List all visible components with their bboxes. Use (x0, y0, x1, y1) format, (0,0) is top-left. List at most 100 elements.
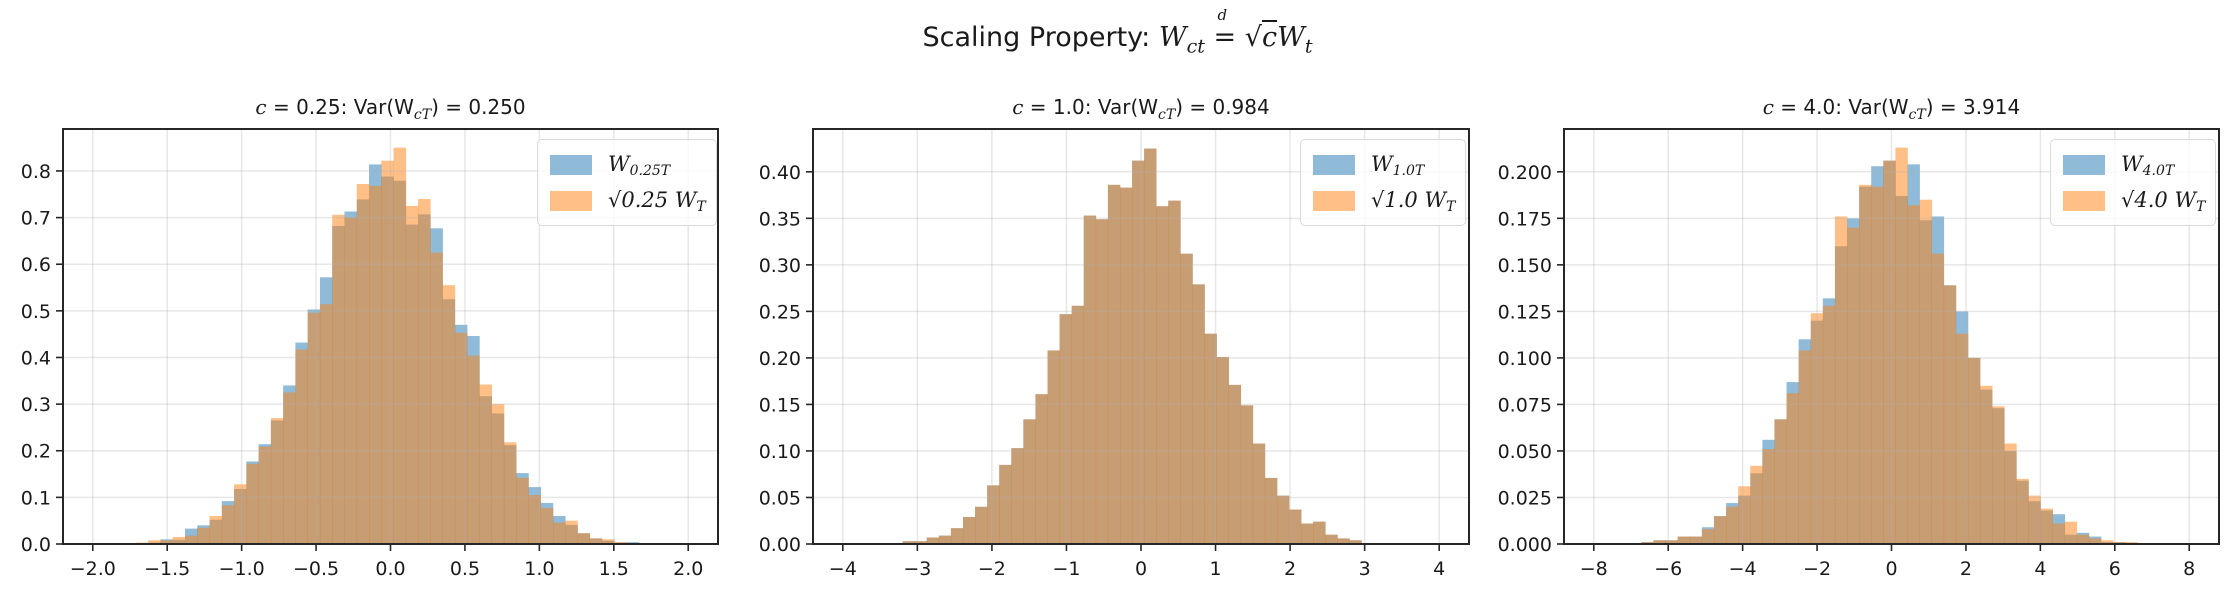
histogram-bar (602, 539, 615, 544)
x-tick-label: 1.5 (599, 558, 629, 580)
histogram-bar (442, 285, 456, 544)
legend-swatch-blue (2063, 155, 2105, 175)
histogram-bar (1204, 333, 1217, 544)
histogram-bar (1240, 405, 1254, 544)
histogram-bar (1047, 350, 1060, 544)
y-tick-label: 0.0 (21, 534, 51, 556)
y-tick-label: 0.15 (759, 394, 801, 416)
y-tick-label: 0.025 (1498, 487, 1552, 509)
x-tick-label: 2 (1960, 558, 1972, 580)
x-tick-label: 1.0 (524, 558, 554, 580)
histogram-bar (2040, 508, 2053, 544)
legend-label: √4.0 WT (2121, 187, 2206, 215)
y-tick-label: 0.175 (1498, 208, 1552, 230)
histogram-bar (1834, 216, 1848, 544)
x-tick-label: −6 (1654, 558, 1682, 580)
histogram-bar (209, 516, 223, 544)
panel-3-axes: −8 −6 −4 −2 0 2 4 6 8 0.000 0.025 0.050 0.075 0.100 0.… (1498, 128, 2220, 580)
histogram-bar (1822, 305, 1836, 544)
histogram-bar (1059, 314, 1072, 544)
histogram-bar (552, 522, 566, 544)
panel-2-legend: W1.0T √1.0 WT (1300, 139, 1467, 226)
figure-suptitle: Scaling Property: Wct d = √cWt (0, 6, 2235, 57)
panel-3-var-label: : Var(W (1835, 95, 1909, 119)
histogram-bar (1192, 284, 1205, 544)
histogram-bar (1713, 516, 1727, 544)
x-tick-label: −0.5 (293, 558, 339, 580)
y-tick-label: 0.5 (21, 301, 51, 323)
y-tick-label: 0.10 (759, 441, 801, 463)
histogram-bar (418, 198, 431, 544)
panel-1-c-value: = 0.25 (266, 95, 341, 119)
histogram-bar (197, 527, 210, 544)
y-tick-label: 0.40 (759, 162, 801, 184)
y-tick-label: 0.200 (1498, 162, 1552, 184)
y-tick-label: 0.20 (759, 348, 801, 370)
y-tick-label: 0.7 (21, 208, 51, 230)
histogram-bar (950, 528, 964, 544)
histogram-bar (1774, 419, 1787, 544)
histogram-bar (1264, 477, 1278, 544)
y-tick-label: 0.05 (759, 487, 801, 509)
panel-2-title: c = 1.0: Var(WcT) = 0.984 (1012, 95, 1270, 123)
histogram-bar (503, 442, 517, 544)
x-tick-label: −8 (1580, 558, 1608, 580)
histogram-bar (1955, 333, 1969, 544)
histogram-bar (393, 147, 407, 545)
histogram-bar (540, 508, 554, 544)
x-tick-label: 4 (2034, 558, 2046, 580)
histogram-bar (1095, 219, 1109, 544)
histogram-bar (926, 537, 940, 544)
legend-entry-scaled: √4.0 WT (2063, 183, 2205, 219)
histogram-bar (962, 517, 976, 544)
x-tick-label: −1.5 (144, 558, 190, 580)
panel-3-var-sub: cT (1908, 107, 1926, 123)
histogram-bar (1289, 509, 1302, 544)
x-tick-label: 2.0 (673, 558, 703, 580)
histogram-bar (1738, 486, 1751, 544)
panel-1-title: c = 0.25: Var(WcT) = 0.250 (255, 95, 526, 123)
x-tick-label: 0 (1885, 558, 1897, 580)
histogram-bar (148, 540, 161, 544)
histogram-bar (1919, 199, 1932, 545)
histogram-bar (1035, 394, 1048, 544)
histogram-bar (2028, 495, 2041, 544)
histogram-bar (2016, 478, 2029, 544)
panel-2-axes: −4 −3 −2 −1 0 1 2 3 4 0.00 0.05 0.10 0.15 0.20 0.25 0.3… (759, 128, 1470, 580)
histogram-bar (1895, 147, 1908, 544)
histogram-bar (172, 537, 186, 544)
histogram-bar (1992, 406, 2005, 544)
panel-3-legend: W4.0T √4.0 WT (2050, 139, 2217, 226)
histogram-bar (902, 541, 915, 544)
histogram-bar (1810, 313, 1824, 544)
histogram-bar (307, 312, 321, 544)
histogram-bar (1798, 350, 1812, 544)
y-tick-label: 0.00 (759, 534, 801, 556)
histogram-bar (270, 418, 284, 544)
y-tick-label: 0.075 (1498, 394, 1552, 416)
histogram-bar (1180, 253, 1193, 544)
histogram-bar (1943, 285, 1957, 544)
histogram-bar (1156, 206, 1169, 544)
histogram-bar (356, 184, 370, 545)
histogram-bar (2004, 443, 2017, 544)
histogram-bar (1252, 443, 1266, 544)
histogram-bar (467, 355, 480, 544)
x-tick-label: 6 (2109, 558, 2121, 580)
panel-2-c-value: = 1.0 (1023, 95, 1085, 119)
histogram-bar (185, 535, 198, 544)
panel-1-axes: −2.0 −1.5 −1.0 −0.5 0.0 0.5 1.0 1.5 2.0 0.0 0.1 0.2… (21, 128, 719, 580)
histogram-bar (234, 484, 247, 544)
histogram-bar (246, 463, 259, 544)
legend-swatch-orange (1313, 191, 1355, 211)
histogram-bar (1665, 540, 1678, 544)
histogram-bar (454, 332, 468, 544)
histogram-bar (430, 252, 443, 544)
x-tick-label: 0.0 (375, 558, 405, 580)
y-tick-label: 0.8 (21, 161, 51, 183)
histogram-bar (381, 160, 394, 544)
histogram-bar (1726, 506, 1739, 544)
histogram-bar (1653, 540, 1666, 544)
